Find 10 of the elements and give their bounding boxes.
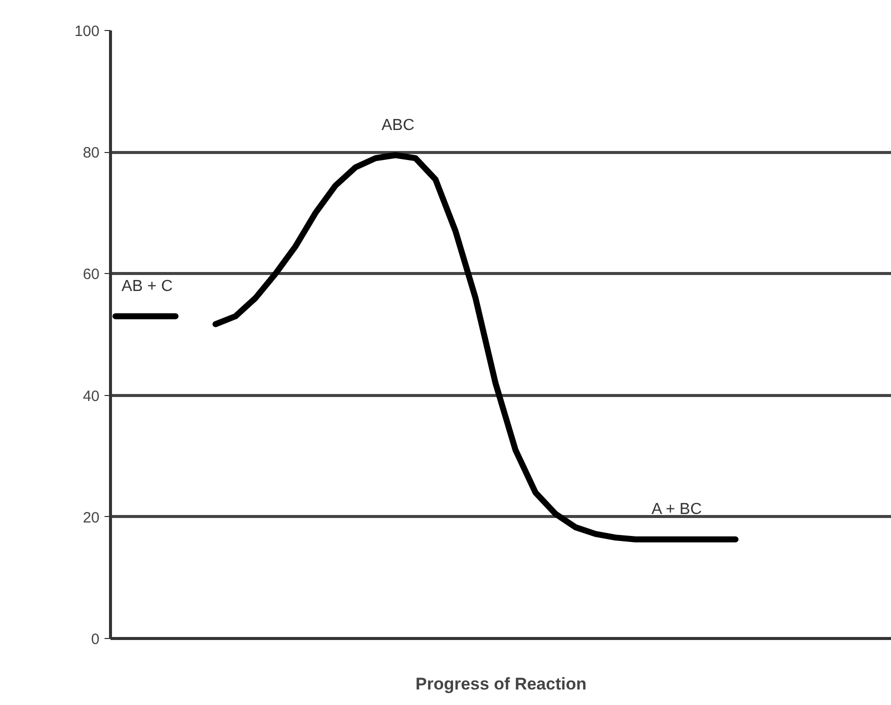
annotation: ABC [382, 116, 414, 134]
y-tick-label: 80 [82, 144, 100, 162]
y-tick-label: 60 [82, 266, 100, 284]
x-axis-title: Progress of Reaction [416, 674, 587, 694]
y-tick-label: 20 [82, 509, 100, 526]
y-tick-label: 40 [82, 388, 100, 405]
y-tick-label: 0 [91, 631, 100, 648]
annotation: AB + C [122, 278, 173, 295]
y-tick-label: 100 [74, 23, 100, 40]
annotation: A + BC [652, 501, 702, 518]
